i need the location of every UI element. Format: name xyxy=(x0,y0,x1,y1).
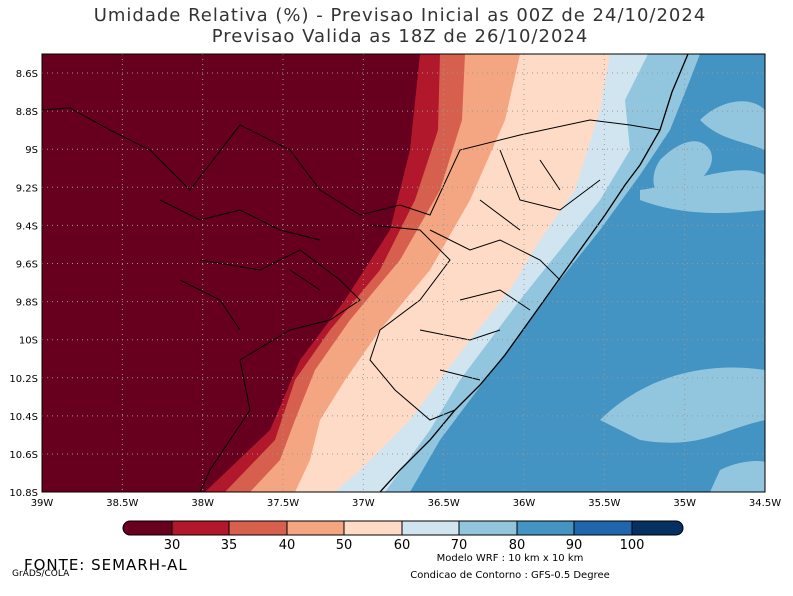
colorbar-segment xyxy=(458,520,518,536)
boundary-info: Condicao de Contorno : GFS-0.5 Degree xyxy=(410,570,610,581)
colorbar-label: 35 xyxy=(221,538,238,553)
colorbar-segment xyxy=(631,520,684,536)
model-info: Modelo WRF : 10 km x 10 km xyxy=(437,553,584,564)
lat-label: 10.4S xyxy=(9,412,38,423)
lon-label: 37W xyxy=(352,498,375,509)
lon-label: 36.5W xyxy=(428,498,460,509)
lon-label: 35.5W xyxy=(588,498,620,509)
lat-label: 10S xyxy=(19,336,38,347)
graticule xyxy=(42,54,765,492)
plot-frame xyxy=(41,53,766,493)
boundaries xyxy=(42,54,689,492)
lat-label: 9.4S xyxy=(16,221,38,232)
colorbar-segment xyxy=(122,520,173,536)
source: FONTE: SEMARH-AL xyxy=(24,556,188,574)
colorbar-label: 80 xyxy=(509,538,526,553)
colorbar-segment xyxy=(573,520,633,536)
humidity-field xyxy=(42,54,765,492)
lon-label: 36W xyxy=(513,498,536,509)
lat-label: 9.6S xyxy=(16,260,38,271)
colorbar-segment xyxy=(516,520,575,536)
lon-label: 39W xyxy=(31,498,54,509)
credit: GrADS/COLA xyxy=(12,569,70,579)
colorbar-label: 30 xyxy=(164,538,181,553)
subtitle: Previsao Valida as 18Z de 26/10/2024 xyxy=(212,26,589,47)
colorbar-segment xyxy=(286,520,345,536)
lat-label: 8.6S xyxy=(16,69,38,80)
colorbar-label: 100 xyxy=(620,538,645,553)
lat-label: 10.2S xyxy=(9,374,38,385)
colorbar-label: 50 xyxy=(336,538,353,553)
lon-label: 37.5W xyxy=(267,498,299,509)
colorbar-label: 40 xyxy=(279,538,296,553)
lon-label: 38.5W xyxy=(106,498,138,509)
lon-label: 35W xyxy=(673,498,696,509)
colorbar-label: 70 xyxy=(451,538,468,553)
colorbar-label: 90 xyxy=(566,538,583,553)
axis-labels: 39W 38.5W 38W 37.5W 37W 36.5W 36W 35.5W 35W 34.5W… xyxy=(9,69,781,509)
colorbar-segment xyxy=(228,520,288,536)
lon-label: 38W xyxy=(191,498,214,509)
colorbar: 30 35 40 50 60 70 80 90 100 xyxy=(122,520,684,553)
lat-label: 8.8S xyxy=(16,107,38,118)
title: Umidade Relativa (%) - Previsao Inicial … xyxy=(94,5,707,26)
lat-label: 9.8S xyxy=(16,298,38,309)
colorbar-label: 60 xyxy=(394,538,411,553)
lat-label: 10.6S xyxy=(9,450,38,461)
lat-label: 10.8S xyxy=(9,488,38,499)
lon-label: 34.5W xyxy=(749,498,781,509)
lat-label: 9.2S xyxy=(16,183,38,194)
colorbar-segment xyxy=(401,520,460,536)
lat-label: 9S xyxy=(25,145,38,156)
colorbar-segment xyxy=(171,520,230,536)
colorbar-segment xyxy=(343,520,403,536)
